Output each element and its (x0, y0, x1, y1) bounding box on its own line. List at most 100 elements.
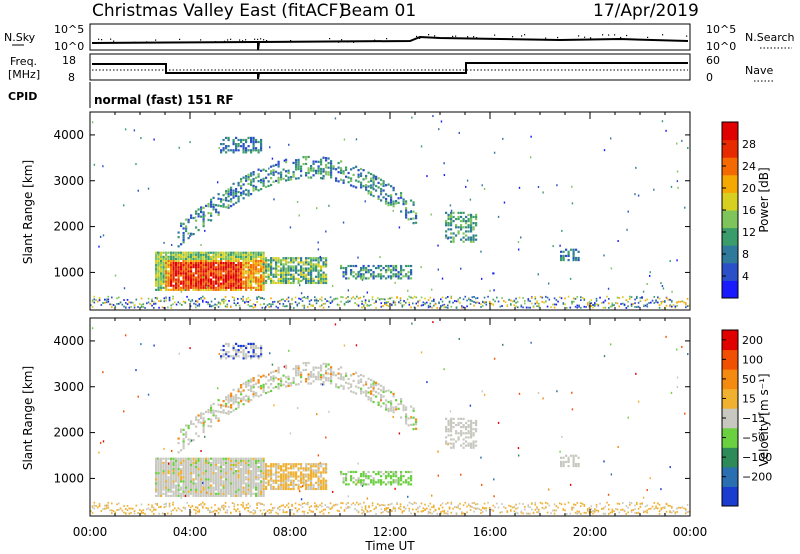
data-cell (215, 274, 218, 277)
data-cell (355, 470, 358, 474)
data-cell (392, 186, 395, 189)
data-cell (355, 179, 358, 182)
data-cell (247, 272, 250, 275)
data-cell (177, 490, 180, 493)
nsearch-dot (428, 34, 430, 36)
data-cell (259, 297, 262, 300)
data-cell (214, 298, 216, 300)
data-cell (350, 184, 353, 187)
data-cell (410, 210, 413, 214)
data-cell (410, 502, 412, 505)
data-cell (242, 190, 245, 193)
data-cell (352, 502, 355, 505)
data-cell (191, 504, 194, 507)
data-cell (232, 388, 235, 391)
data-cell (405, 207, 408, 210)
data-cell (210, 278, 213, 281)
data-cell (227, 472, 230, 475)
data-cell (230, 399, 233, 402)
data-cell (529, 306, 531, 309)
data-cell (315, 160, 318, 163)
data-cell (322, 477, 325, 480)
data-cell (242, 147, 245, 150)
data-cell (188, 298, 190, 301)
data-cell (93, 507, 96, 510)
data-cell (282, 303, 285, 305)
date-label: 17/Apr/2019 (593, 1, 699, 21)
data-cell (292, 467, 295, 470)
data-cell (280, 479, 283, 482)
data-cell (172, 288, 175, 291)
data-cell (225, 196, 228, 200)
data-cell (205, 465, 208, 469)
data-cell (576, 304, 579, 307)
data-cell (190, 465, 193, 469)
data-cell (280, 267, 283, 270)
data-cell (405, 273, 408, 276)
data-cell (207, 278, 210, 281)
data-cell (158, 300, 160, 303)
data-cell (307, 377, 310, 381)
data-cell (105, 507, 108, 510)
data-cell (205, 272, 208, 275)
data-cell (200, 490, 203, 493)
data-cell (377, 387, 380, 390)
data-cell (331, 505, 334, 508)
data-cell (256, 502, 258, 505)
data-cell (130, 511, 132, 514)
data-cell (160, 278, 163, 281)
data-cell (350, 177, 353, 180)
data-cell (155, 494, 158, 497)
data-cell (460, 430, 463, 433)
data-cell (465, 222, 468, 225)
data-cell (317, 265, 320, 268)
data-cell (222, 480, 225, 483)
data-cell (282, 469, 285, 472)
data-cell (292, 161, 295, 165)
data-cell (222, 486, 225, 489)
data-cell (200, 261, 203, 265)
nsky-tick-low: 10^0 (54, 40, 84, 53)
data-cell (400, 269, 403, 272)
data-cell (312, 281, 315, 285)
data-cell (242, 264, 245, 267)
data-cell (310, 257, 313, 260)
data-cell (385, 403, 388, 407)
data-cell (167, 457, 170, 460)
data-cell (165, 459, 168, 462)
data-cell (328, 511, 330, 514)
data-cell (622, 302, 624, 305)
data-cell (359, 270, 361, 273)
data-cell (197, 461, 200, 464)
data-cell (307, 467, 310, 470)
data-cell (227, 284, 230, 287)
nsearch-dot (476, 37, 478, 39)
data-cell (174, 507, 176, 510)
data-cell (282, 265, 285, 268)
data-cell (572, 256, 575, 260)
data-cell (308, 509, 311, 512)
data-cell (210, 461, 213, 464)
data-cell (257, 284, 260, 287)
data-cell (480, 250, 482, 253)
data-cell (300, 267, 303, 270)
data-cell (180, 288, 183, 291)
nsearch-tick-low: 10^0 (706, 40, 736, 53)
data-cell (255, 459, 258, 462)
data-cell (104, 298, 106, 301)
data-cell (207, 472, 210, 475)
data-cell (185, 253, 188, 256)
data-cell (541, 300, 544, 303)
data-cell (467, 430, 470, 433)
data-cell (185, 286, 188, 289)
data-cell (370, 179, 373, 183)
data-cell (245, 140, 248, 144)
data-cell (255, 149, 258, 152)
data-cell (202, 280, 205, 283)
data-cell (362, 266, 365, 270)
data-cell (250, 387, 253, 390)
data-cell (271, 157, 274, 160)
data-cell (245, 459, 248, 462)
data-cell (227, 282, 230, 285)
data-cell (207, 286, 210, 289)
